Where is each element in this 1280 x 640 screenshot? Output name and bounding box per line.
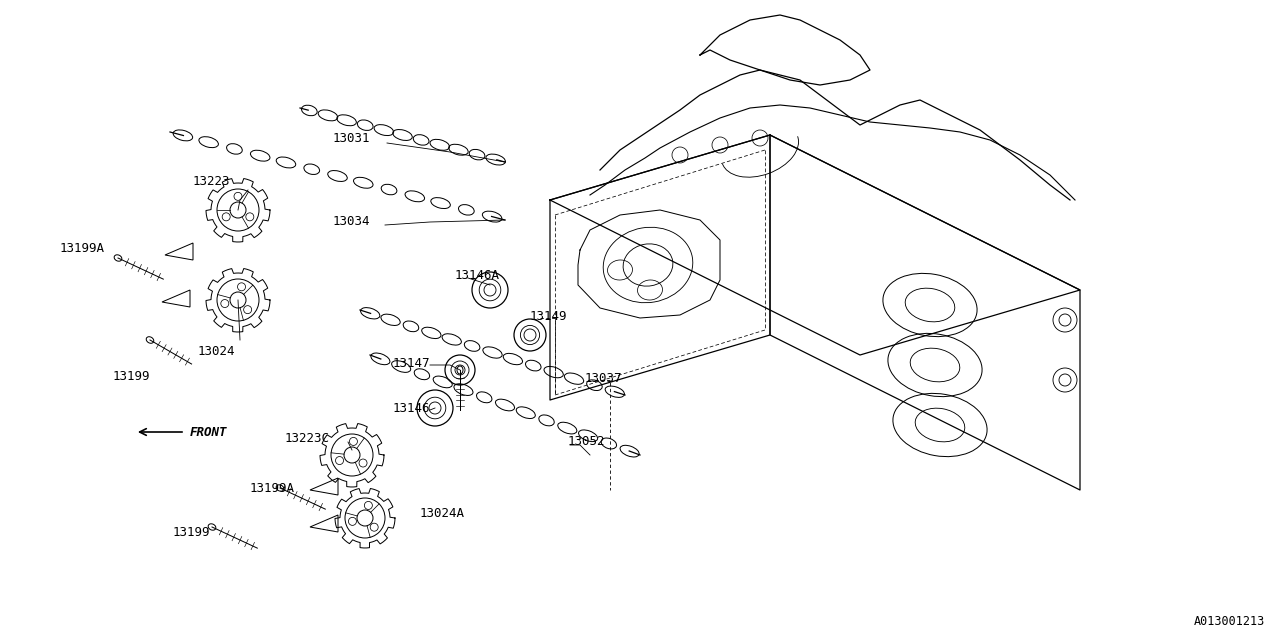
Ellipse shape: [209, 524, 216, 530]
Text: 13223C: 13223C: [285, 432, 330, 445]
Ellipse shape: [276, 484, 284, 492]
Text: 13199: 13199: [173, 525, 210, 538]
Text: 13034: 13034: [333, 215, 370, 228]
Text: 13024A: 13024A: [420, 507, 465, 520]
Ellipse shape: [457, 366, 463, 374]
Text: 13199A: 13199A: [250, 481, 294, 495]
Text: 13146: 13146: [393, 402, 430, 415]
Ellipse shape: [114, 255, 122, 261]
Text: FRONT: FRONT: [189, 426, 228, 438]
Ellipse shape: [146, 337, 154, 343]
Text: 13199: 13199: [113, 370, 150, 383]
Text: 13052: 13052: [568, 435, 605, 448]
Text: 13223: 13223: [192, 175, 230, 188]
Text: A013001213: A013001213: [1194, 615, 1265, 628]
Text: 13146A: 13146A: [454, 269, 500, 282]
Text: 13037: 13037: [585, 372, 622, 385]
Text: 13147: 13147: [393, 357, 430, 370]
Text: 13024: 13024: [197, 345, 236, 358]
Text: 13031: 13031: [333, 132, 370, 145]
Text: 13149: 13149: [530, 310, 567, 323]
Text: 13199A: 13199A: [60, 241, 105, 255]
